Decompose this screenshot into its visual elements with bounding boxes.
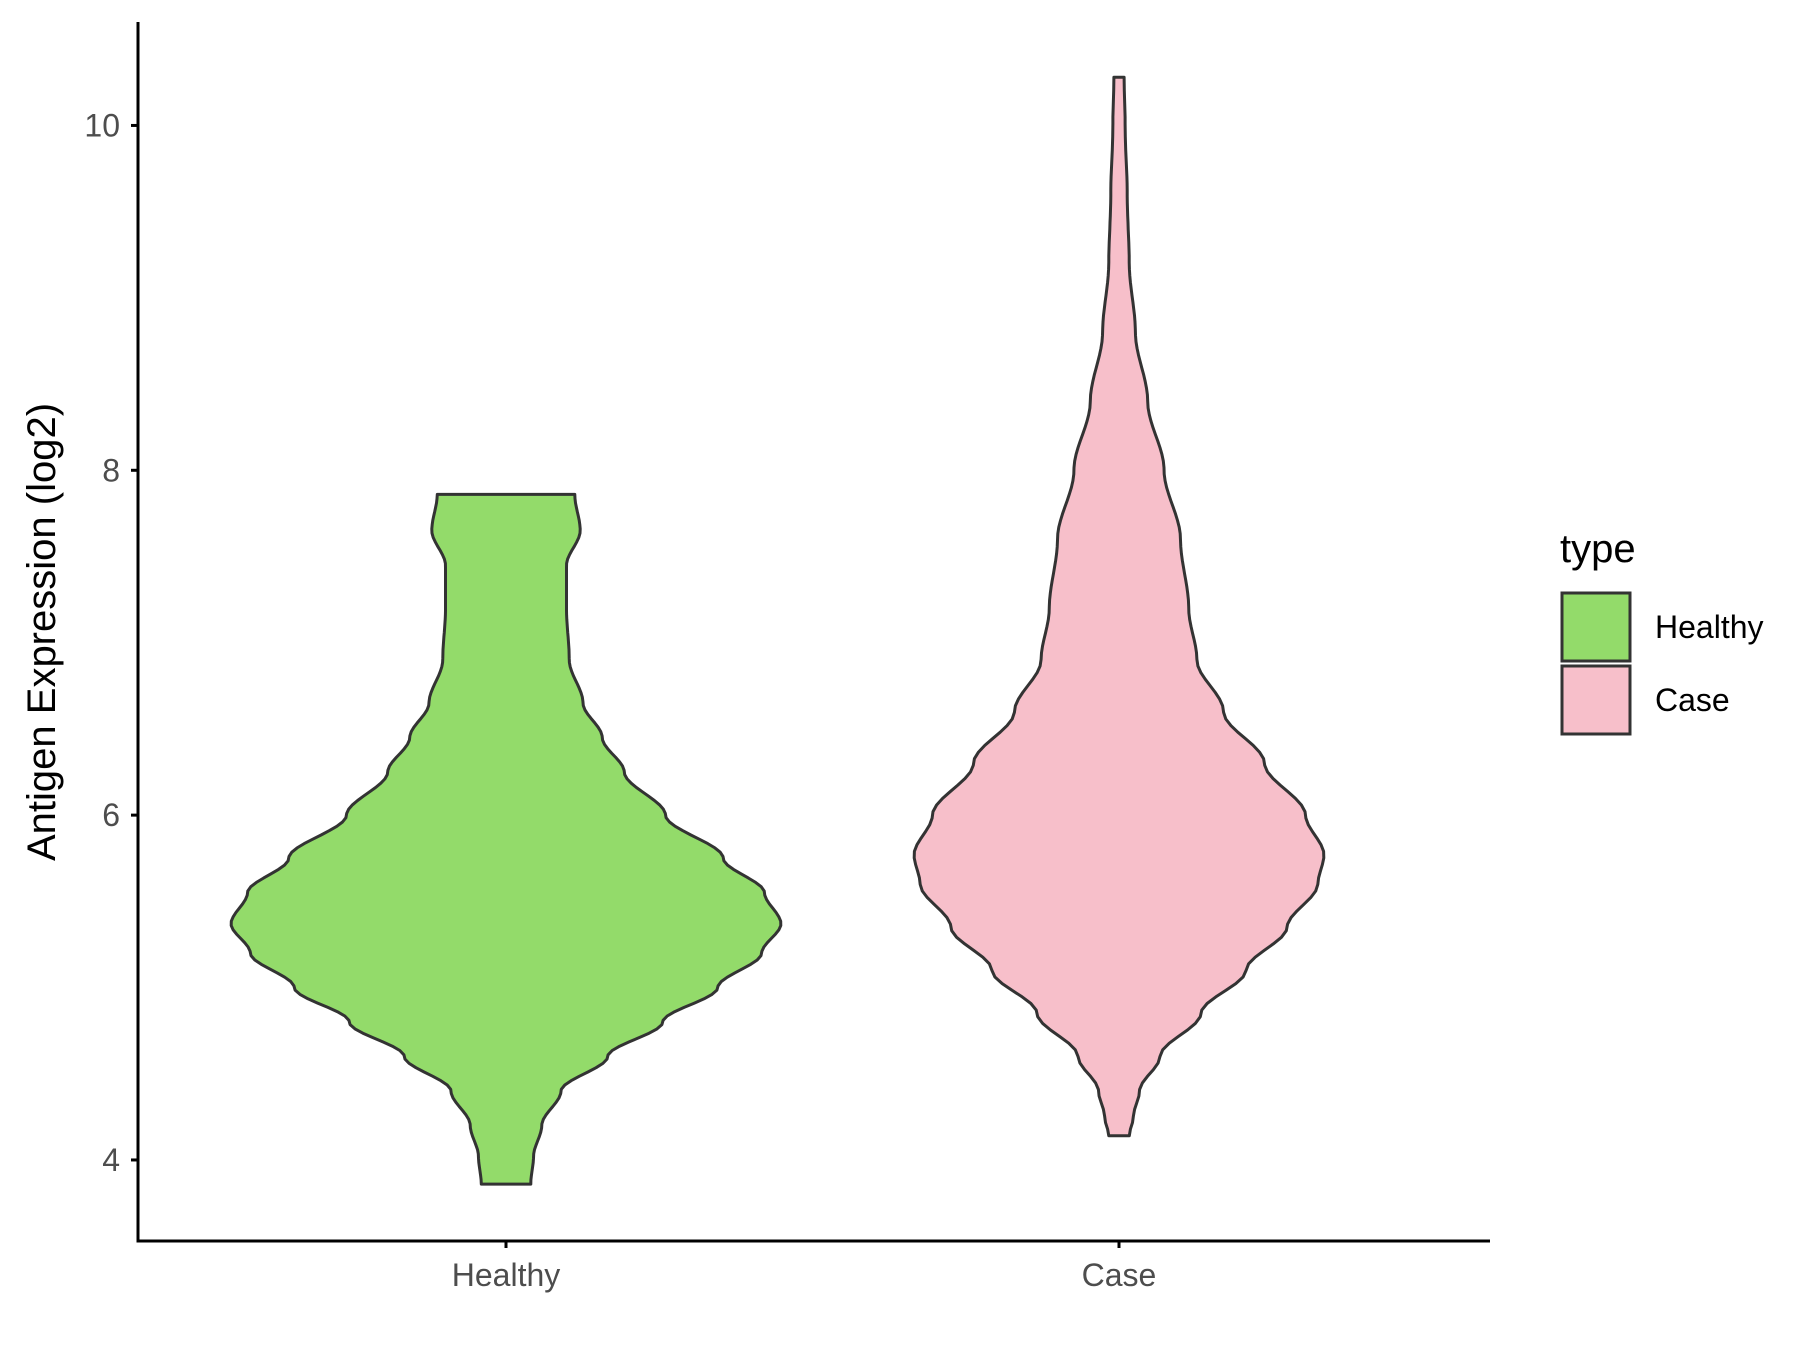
y-ticks: 4 6 8 10 — [84, 107, 138, 1178]
x-tick-label: Healthy — [452, 1257, 561, 1293]
legend: type Healthy Case — [1560, 527, 1764, 736]
y-axis-title: Antigen Expression (log2) — [20, 403, 64, 861]
legend-items: Healthy Case — [1560, 591, 1764, 736]
axes: 4 6 8 10 Healthy Case Antigen Expression (lo… — [20, 22, 1490, 1293]
violin-case — [912, 75, 1326, 1138]
legend-label-healthy: Healthy — [1655, 609, 1764, 645]
y-tick-label: 8 — [102, 452, 120, 488]
y-tick-label: 6 — [102, 797, 120, 833]
y-tick-label: 4 — [102, 1142, 120, 1178]
x-ticks: Healthy Case — [452, 1241, 1157, 1293]
violin-layer — [229, 75, 1326, 1186]
legend-title: type — [1560, 527, 1636, 571]
legend-key-case — [1560, 664, 1632, 736]
violin-healthy — [229, 492, 783, 1186]
legend-label-case: Case — [1655, 682, 1730, 718]
legend-key-healthy — [1560, 591, 1632, 663]
y-tick-label: 10 — [84, 107, 120, 143]
x-tick-label: Case — [1082, 1257, 1157, 1293]
